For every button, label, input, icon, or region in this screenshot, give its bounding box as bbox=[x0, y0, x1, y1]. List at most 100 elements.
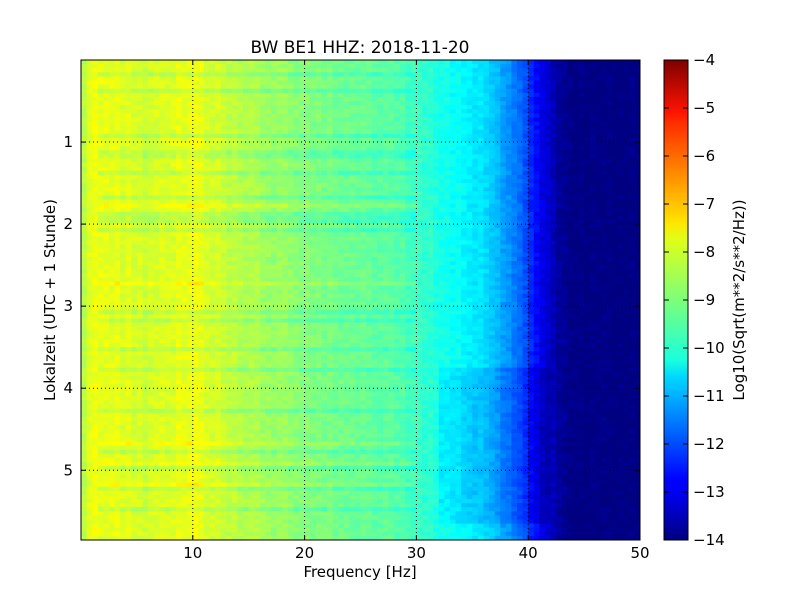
spectrogram-cell bbox=[282, 121, 289, 127]
spectrogram-cell bbox=[399, 211, 406, 217]
spectrogram-cell bbox=[612, 215, 619, 221]
spectrogram-cell bbox=[489, 121, 496, 127]
spectrogram-cell bbox=[589, 101, 596, 106]
spectrogram-cell bbox=[338, 60, 345, 65]
spectrogram-cell bbox=[97, 178, 104, 184]
spectrogram-cell bbox=[114, 60, 121, 65]
spectrogram-cell bbox=[103, 252, 110, 258]
spectrogram-cell bbox=[131, 105, 138, 110]
spectrogram-cell bbox=[237, 244, 244, 250]
spectrogram-cell bbox=[92, 207, 99, 213]
spectrogram-cell bbox=[377, 211, 384, 217]
spectrogram-cell bbox=[108, 183, 116, 188]
spectrogram-cell bbox=[561, 88, 568, 94]
spectrogram-cell bbox=[86, 215, 93, 221]
spectrogram-cell bbox=[215, 244, 222, 250]
spectrogram-cell bbox=[254, 199, 261, 205]
spectrogram-cell bbox=[556, 60, 563, 65]
spectrogram-cell bbox=[612, 187, 619, 192]
spectrogram-cell bbox=[209, 64, 216, 69]
spectrogram-cell bbox=[421, 195, 429, 201]
spectrogram-cell bbox=[125, 244, 132, 250]
spectrogram-cell bbox=[567, 137, 574, 143]
spectrogram-cell bbox=[299, 92, 306, 98]
spectrogram-cell bbox=[120, 105, 127, 110]
spectrogram-cell bbox=[343, 252, 350, 258]
spectrogram-cell bbox=[136, 125, 144, 131]
spectrogram-cell bbox=[517, 166, 524, 172]
spectrogram-cell bbox=[544, 154, 552, 160]
spectrogram-cell bbox=[556, 215, 563, 221]
spectrogram-cell bbox=[276, 142, 283, 147]
spectrogram-cell bbox=[321, 174, 328, 180]
spectrogram-cell bbox=[600, 64, 608, 69]
spectrogram-cell bbox=[416, 166, 423, 172]
spectrogram-cell bbox=[634, 154, 640, 160]
spectrogram-cell bbox=[81, 244, 88, 250]
spectrogram-cell bbox=[494, 80, 501, 86]
spectrogram-cell bbox=[259, 80, 267, 86]
spectrogram-cell bbox=[500, 220, 507, 225]
spectrogram-cell bbox=[382, 199, 390, 205]
spectrogram-cell bbox=[338, 215, 345, 221]
spectrogram-cell bbox=[338, 72, 345, 78]
spectrogram-cell bbox=[606, 113, 613, 119]
spectrogram-cell bbox=[248, 125, 255, 131]
spectrogram-cell bbox=[522, 178, 529, 184]
spectrogram-cell bbox=[606, 162, 613, 168]
spectrogram-cell bbox=[338, 101, 345, 106]
spectrogram-cell bbox=[159, 125, 166, 131]
spectrogram-cell bbox=[500, 142, 507, 147]
spectrogram-cell bbox=[500, 96, 507, 102]
spectrogram-cell bbox=[349, 162, 356, 168]
spectrogram-cell bbox=[248, 178, 255, 184]
spectrogram-cell bbox=[449, 240, 457, 246]
spectrogram-cell bbox=[433, 183, 440, 188]
spectrogram-cell bbox=[505, 72, 513, 78]
spectrogram-cell bbox=[449, 142, 457, 147]
spectrogram-cell bbox=[254, 166, 261, 172]
spectrogram-cell bbox=[81, 92, 88, 98]
spectrogram-cell bbox=[265, 232, 272, 238]
spectrogram-cell bbox=[438, 232, 445, 238]
spectrogram-cell bbox=[86, 72, 93, 78]
spectrogram-cell bbox=[394, 109, 401, 114]
spectrogram-cell bbox=[349, 228, 356, 233]
spectrogram-cell bbox=[181, 101, 188, 106]
spectrogram-cell bbox=[237, 84, 244, 90]
spectrogram-cell bbox=[438, 256, 445, 262]
spectrogram-cell bbox=[595, 187, 602, 192]
spectrogram-cell bbox=[556, 211, 563, 217]
spectrogram-cell bbox=[522, 133, 529, 139]
spectrogram-cell bbox=[125, 60, 132, 65]
spectrogram-cell bbox=[544, 146, 552, 151]
spectrogram-cell bbox=[634, 146, 640, 151]
spectrogram-cell bbox=[477, 195, 485, 201]
spectrogram-cell bbox=[164, 228, 172, 233]
spectrogram-cell bbox=[623, 133, 630, 139]
spectrogram-cell bbox=[561, 187, 568, 192]
spectrogram-cell bbox=[444, 84, 451, 90]
spectrogram-cell bbox=[338, 240, 345, 246]
spectrogram-cell bbox=[209, 154, 216, 160]
spectrogram-cell bbox=[494, 174, 501, 180]
spectrogram-cell bbox=[125, 178, 132, 184]
spectrogram-cell bbox=[254, 211, 261, 217]
spectrogram-cell bbox=[243, 236, 250, 242]
spectrogram-cell bbox=[276, 133, 283, 139]
spectrogram-cell bbox=[377, 117, 384, 123]
spectrogram-cell bbox=[349, 113, 356, 119]
spectrogram-cell bbox=[505, 121, 513, 127]
spectrogram-cell bbox=[388, 224, 395, 229]
spectrogram-cell bbox=[572, 125, 580, 131]
spectrogram-cell bbox=[472, 244, 479, 250]
spectrogram-cell bbox=[634, 158, 640, 164]
spectrogram-cell bbox=[517, 178, 524, 184]
spectrogram-cell bbox=[103, 174, 110, 180]
spectrogram-cell bbox=[148, 195, 155, 201]
spectrogram-cell bbox=[360, 170, 367, 176]
spectrogram-cell bbox=[438, 195, 445, 201]
spectrogram-cell bbox=[321, 199, 328, 205]
spectrogram-cell bbox=[326, 117, 334, 123]
spectrogram-cell bbox=[461, 113, 468, 119]
